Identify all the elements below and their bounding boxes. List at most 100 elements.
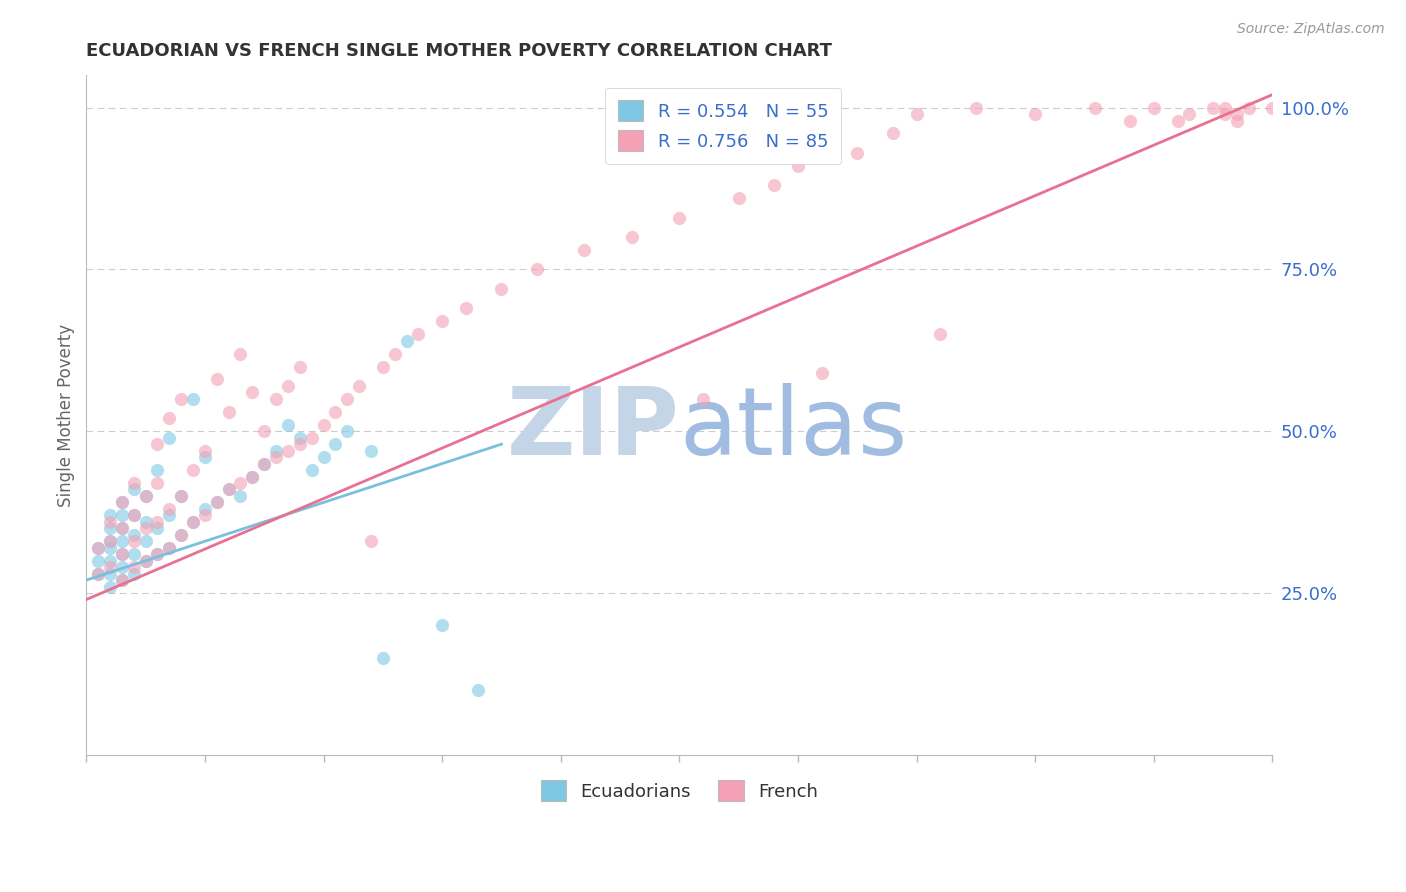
Point: [336, 392, 359, 406]
Point: [1143, 101, 1166, 115]
Text: ZIP: ZIP: [506, 383, 679, 475]
Point: [454, 301, 477, 316]
Point: [325, 405, 347, 419]
Point: [111, 495, 134, 509]
Point: [408, 327, 430, 342]
Point: [111, 521, 134, 535]
Point: [98, 541, 121, 555]
Point: [325, 437, 347, 451]
Point: [194, 502, 217, 516]
Point: [135, 489, 157, 503]
Point: [157, 541, 180, 555]
Point: [301, 431, 323, 445]
Point: [288, 437, 311, 451]
Point: [111, 495, 134, 509]
Point: [98, 554, 121, 568]
Point: [122, 508, 145, 523]
Point: [111, 573, 134, 587]
Point: [146, 521, 169, 535]
Point: [111, 547, 134, 561]
Point: [111, 521, 134, 535]
Point: [98, 580, 121, 594]
Point: [1119, 113, 1142, 128]
Point: [122, 566, 145, 581]
Point: [135, 521, 157, 535]
Point: [277, 417, 299, 432]
Point: [668, 211, 690, 225]
Point: [1261, 101, 1284, 115]
Point: [170, 489, 193, 503]
Point: [301, 463, 323, 477]
Point: [1226, 113, 1249, 128]
Point: [384, 346, 406, 360]
Point: [111, 547, 134, 561]
Point: [882, 127, 904, 141]
Point: [526, 262, 548, 277]
Point: [229, 476, 252, 491]
Point: [240, 469, 263, 483]
Point: [430, 314, 453, 328]
Point: [430, 618, 453, 632]
Point: [146, 437, 169, 451]
Point: [1226, 107, 1249, 121]
Point: [98, 521, 121, 535]
Point: [87, 554, 110, 568]
Point: [240, 469, 263, 483]
Point: [787, 159, 810, 173]
Point: [205, 495, 228, 509]
Point: [157, 508, 180, 523]
Point: [371, 650, 394, 665]
Point: [122, 547, 145, 561]
Point: [491, 282, 513, 296]
Point: [87, 566, 110, 581]
Point: [122, 483, 145, 497]
Point: [1178, 107, 1201, 121]
Point: [181, 515, 204, 529]
Point: [146, 476, 169, 491]
Point: [146, 463, 169, 477]
Point: [395, 334, 418, 348]
Point: [87, 566, 110, 581]
Point: [229, 489, 252, 503]
Point: [181, 463, 204, 477]
Point: [98, 534, 121, 549]
Point: [336, 424, 359, 438]
Point: [264, 443, 287, 458]
Point: [194, 450, 217, 464]
Point: [146, 547, 169, 561]
Point: [929, 327, 952, 342]
Point: [574, 243, 596, 257]
Point: [288, 431, 311, 445]
Point: [157, 541, 180, 555]
Point: [1024, 107, 1046, 121]
Point: [122, 534, 145, 549]
Point: [905, 107, 928, 121]
Point: [87, 541, 110, 555]
Point: [157, 502, 180, 516]
Y-axis label: Single Mother Poverty: Single Mother Poverty: [58, 324, 75, 507]
Point: [1237, 101, 1260, 115]
Point: [135, 515, 157, 529]
Point: [1213, 101, 1236, 115]
Point: [810, 366, 832, 380]
Point: [1167, 113, 1189, 128]
Point: [170, 489, 193, 503]
Point: [965, 101, 987, 115]
Point: [264, 392, 287, 406]
Point: [692, 392, 714, 406]
Point: [312, 450, 335, 464]
Point: [253, 457, 276, 471]
Point: [181, 515, 204, 529]
Point: [1202, 101, 1225, 115]
Point: [146, 547, 169, 561]
Point: [122, 528, 145, 542]
Point: [288, 359, 311, 374]
Point: [312, 417, 335, 432]
Point: [1213, 107, 1236, 121]
Point: [98, 515, 121, 529]
Point: [194, 508, 217, 523]
Point: [277, 443, 299, 458]
Point: [229, 346, 252, 360]
Point: [218, 483, 240, 497]
Point: [98, 566, 121, 581]
